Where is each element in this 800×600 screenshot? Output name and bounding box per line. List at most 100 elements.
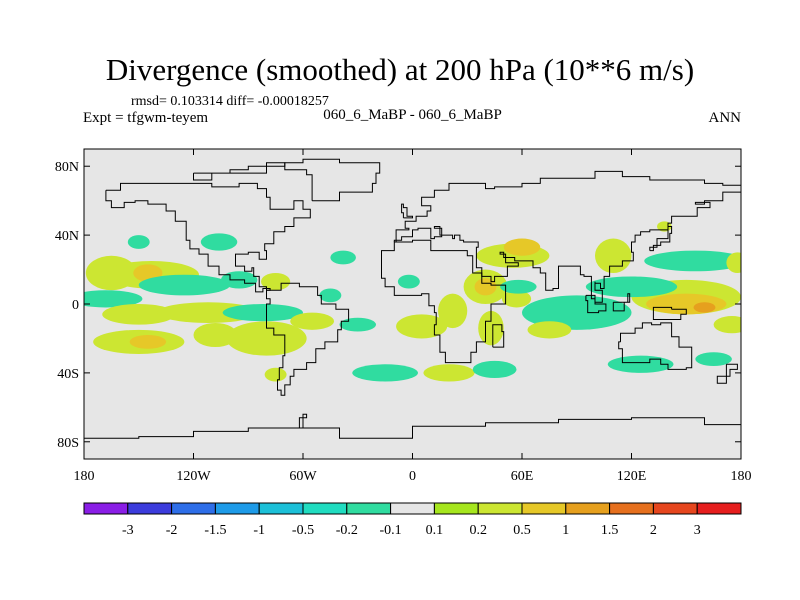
- x-tick-label: 120W: [176, 469, 211, 484]
- colorbar-label: 0.5: [513, 523, 531, 538]
- contour-region-40: [595, 238, 632, 273]
- y-axis: 80N 40N 0 40S 80S: [55, 160, 741, 451]
- contour-region-20: [352, 364, 418, 382]
- colorbar-label: 2: [650, 523, 657, 538]
- y-tick-label: 0: [72, 298, 79, 313]
- x-tick-label: 0: [409, 469, 416, 484]
- colorbar-swatch: [346, 502, 392, 515]
- colorbar-swatch: [302, 502, 348, 515]
- coastline-8: [649, 226, 673, 252]
- contour-region-45: [726, 252, 741, 273]
- colorbar-label: 1: [562, 523, 569, 538]
- contour-region-43: [713, 316, 741, 334]
- contour-region-11: [222, 304, 303, 322]
- case-label: 060_6_MaBP - 060_6_MaBP: [323, 107, 502, 123]
- y-tick-label: 80N: [55, 160, 79, 175]
- contour-region-8: [129, 335, 167, 349]
- colorbar-swatch: [214, 502, 260, 515]
- coastline-0: [105, 182, 311, 293]
- contour-region-25: [474, 278, 497, 296]
- colorbar-label: -0.1: [380, 523, 402, 538]
- contour-region-46: [264, 367, 287, 382]
- colorbar-swatch: [609, 502, 654, 515]
- contour-region-37: [693, 302, 716, 313]
- colorbar-label: 3: [694, 523, 701, 538]
- coastline-10: [492, 324, 505, 348]
- colorbar-swatch: [565, 502, 611, 515]
- contour-region-16: [330, 250, 356, 265]
- colorbar-swatch: [696, 502, 742, 515]
- coastline-6: [284, 158, 381, 202]
- y-tick-label: 80S: [57, 436, 79, 451]
- contour-region-10: [226, 321, 307, 356]
- colorbar-label: -2: [166, 523, 178, 538]
- x-tick-label: 60E: [511, 469, 534, 484]
- coastline-13: [716, 363, 738, 384]
- coastline-4: [618, 322, 693, 370]
- coastline-14: [193, 162, 286, 181]
- contour-region-3: [84, 290, 143, 308]
- contour-region-30: [500, 279, 537, 294]
- contour-region-26: [478, 310, 504, 346]
- coastline-7: [585, 294, 607, 314]
- y-tick-label: 40N: [55, 229, 79, 244]
- coastline-5: [84, 413, 741, 439]
- colorbar-label: -1: [253, 523, 265, 538]
- contour-region-39: [644, 250, 741, 272]
- contour-region-15: [127, 235, 150, 249]
- contour-region-34: [527, 321, 572, 339]
- contour-region-31: [423, 364, 475, 382]
- contour-region-32: [472, 360, 517, 379]
- contour-region-21: [397, 274, 420, 289]
- colorbar-swatch: [127, 502, 173, 515]
- x-tick-label: 120E: [617, 469, 647, 484]
- colorbar-swatch: [521, 502, 567, 515]
- contour-region-42: [695, 352, 732, 366]
- colorbar-label: 0.1: [426, 523, 444, 538]
- coastline-3: [393, 170, 741, 303]
- coastline-layer: [84, 158, 741, 439]
- x-axis: 180 120W 60W 0 60E 120E 180: [74, 149, 752, 484]
- coastline-12: [612, 293, 631, 312]
- x-tick-label: 60W: [289, 469, 317, 484]
- colorbar-swatch: [652, 502, 698, 515]
- x-tick-label: 180: [731, 469, 752, 484]
- colorbar-swatch: [390, 502, 435, 515]
- contour-region-17: [319, 288, 342, 303]
- colorbar-label: -1.5: [204, 523, 226, 538]
- contour-region-38: [585, 276, 678, 298]
- colorbar-swatch: [433, 502, 479, 515]
- colorbar-swatch: [477, 502, 523, 515]
- y-tick-label: 40S: [57, 367, 79, 382]
- contour-region-23: [438, 293, 468, 329]
- colorbar: -3 -2 -1.5 -1 -0.5 -0.2 -0.1 0.1 0.2 0.5 1 1.5 2 3: [83, 502, 742, 538]
- stats-label: rmsd= 0.103314 diff= -0.00018257: [131, 94, 329, 109]
- contour-fill-layer: [84, 221, 741, 382]
- contour-region-41: [607, 355, 674, 373]
- colorbar-label: -0.2: [336, 523, 358, 538]
- contour-region-14: [200, 233, 238, 251]
- contour-region-19: [290, 312, 335, 330]
- contour-region-29: [503, 238, 541, 256]
- contour-region-5: [102, 304, 176, 325]
- experiment-label: Expt = tfgwm-teyem: [83, 110, 209, 126]
- coastline-1: [266, 282, 350, 396]
- season-label: ANN: [708, 110, 742, 126]
- contour-region-9: [193, 322, 238, 348]
- contour-region-27: [501, 290, 532, 308]
- coastline-11: [652, 306, 687, 320]
- coastline-9: [401, 203, 413, 219]
- colorbar-swatch: [83, 502, 129, 515]
- x-tick-label: 180: [74, 469, 95, 484]
- contour-region-4: [138, 274, 230, 296]
- contour-region-12: [261, 273, 291, 291]
- colorbar-label: 1.5: [601, 523, 619, 538]
- colorbar-label: -0.5: [292, 523, 314, 538]
- contour-region-18: [339, 317, 376, 332]
- colorbar-swatch: [258, 502, 304, 515]
- chart-title: Divergence (smoothed) at 200 hPa (10**6 …: [105, 52, 695, 87]
- coastline-2: [381, 239, 507, 364]
- colorbar-swatch: [171, 502, 216, 515]
- colorbar-label: -3: [122, 523, 134, 538]
